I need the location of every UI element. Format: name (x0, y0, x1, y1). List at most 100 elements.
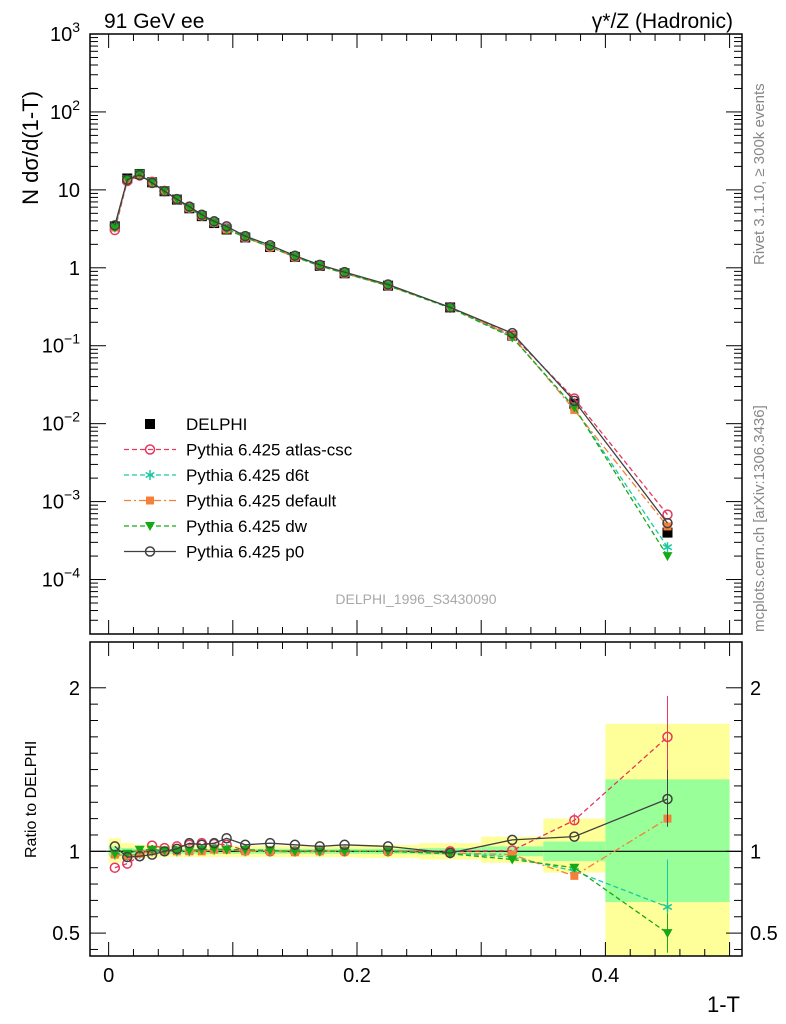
legend-label-pythia-6-425-default: Pythia 6.425 default (186, 492, 337, 511)
main-point-pythia-6-425-p0-0 (109, 220, 121, 231)
main-point-pythia-6-425-p0-9 (221, 221, 232, 232)
legend: DELPHI Pythia 6.425 atlas-csc Pythia 6.425… (124, 415, 353, 562)
analysis-label: DELPHI_1996_S3430090 (335, 591, 496, 607)
main-point-pythia-6-425-p0-3 (146, 177, 158, 189)
ratio-point-pythia-6-425-dw-0 (109, 849, 120, 859)
main-point-pythia-6-425-p0-8 (208, 216, 220, 227)
y-tick-label-ratio-right-2: 2 (750, 678, 761, 700)
ratio-point-pythia-6-425-p0-12 (289, 839, 301, 851)
y-tick-label-main-4: 1 (69, 258, 80, 280)
main-point-pythia-6-425-p0-11 (264, 239, 276, 251)
ratio-point-pythia-6-425-p0-18 (569, 831, 580, 842)
mcplots-label: mcplots.cern.ch [arXiv:1306.3436] (751, 405, 768, 632)
ratio-line-pythia-6-425-atlas-csc (114, 736, 668, 869)
main-point-pythia-6-425-p0-16 (444, 302, 456, 313)
legend-marker-pythia-6-425-default (146, 496, 154, 505)
legend-label-delphi: DELPHI (186, 415, 247, 434)
ratio-point-pythia-6-425-dw-17 (507, 855, 518, 865)
main-line-pythia-6-425-dw (114, 172, 669, 557)
ratio-point-pythia-6-425-dw-1 (122, 849, 133, 859)
main-point-pythia-6-425-default-19 (663, 522, 672, 531)
legend-label-pythia-6-425-d6t: Pythia 6.425 d6t (186, 466, 309, 485)
ratio-series-layer (109, 695, 673, 953)
y-tick-label-ratio-right-1: 1 (750, 841, 761, 863)
main-point-pythia-6-425-p0-7 (196, 209, 208, 220)
ratio-frame (89, 641, 743, 957)
main-point-pythia-6-425-p0-12 (289, 250, 301, 261)
legend-marker-delphi (145, 419, 155, 429)
main-point-pythia-6-425-p0-6 (184, 201, 195, 212)
x-tick-label-0: 0 (103, 965, 114, 987)
main-point-pythia-6-425-p0-1 (122, 174, 133, 185)
legend-label-pythia-6-425-p0: Pythia 6.425 p0 (186, 543, 304, 562)
ratio-line-pythia-6-425-p0 (114, 798, 668, 858)
legend-marker-pythia-6-425-d6t (145, 470, 155, 480)
legend-marker-pythia-6-425-dw (145, 522, 155, 531)
ratio-point-pythia-6-425-p0-10 (239, 839, 251, 851)
ratio-point-pythia-6-425-p0-5 (171, 843, 183, 855)
ratio-point-pythia-6-425-p0-16 (444, 847, 456, 859)
main-point-pythia-6-425-dw-0 (109, 223, 120, 233)
ratio-point-pythia-6-425-dw-2 (134, 845, 145, 855)
y-tick-label-main-7: 103 (50, 19, 80, 46)
main-point-delphi-19 (662, 527, 673, 538)
main-point-pythia-6-425-p0-13 (314, 259, 326, 271)
main-point-pythia-6-425-dw-7 (196, 211, 207, 221)
header-right: γ*/Z (Hadronic) (592, 10, 733, 33)
ratio-point-pythia-6-425-p0-17 (506, 834, 518, 846)
ratio-point-pythia-6-425-p0-3 (146, 849, 158, 860)
y-tick-label-ratio-left-2: 2 (69, 678, 80, 700)
main-series-layer (109, 168, 673, 562)
main-point-pythia-6-425-p0-14 (339, 266, 350, 278)
main-point-pythia-6-425-p0-4 (159, 185, 170, 197)
ratio-point-pythia-6-425-dw-11 (265, 846, 276, 856)
ratio-point-pythia-6-425-p0-1 (122, 851, 133, 863)
legend-label-pythia-6-425-dw: Pythia 6.425 dw (186, 517, 308, 536)
main-point-pythia-6-425-d6t-19 (662, 542, 673, 553)
ratio-point-pythia-6-425-dw-9 (221, 845, 232, 855)
ratio-point-pythia-6-425-p0-4 (159, 846, 170, 857)
y-tick-label-main-0: 10−4 (42, 565, 80, 592)
ratio-point-pythia-6-425-p0-8 (208, 837, 220, 849)
main-point-pythia-6-425-dw-8 (209, 218, 220, 228)
main-point-pythia-6-425-p0-18 (569, 395, 580, 407)
main-point-pythia-6-425-dw-6 (184, 204, 195, 214)
ratio-point-pythia-6-425-p0-6 (184, 837, 195, 849)
x-tick-label-1: 0.2 (343, 965, 371, 987)
legend-marker-pythia-6-425-p0 (144, 546, 156, 557)
axes-layer: 0 0.2 0.4 10−4 10−3 10−2 10−1 1 10 102 103 0.5 0.5 1 1… (42, 19, 778, 987)
main-point-pythia-6-425-p0-15 (382, 279, 394, 290)
main-point-pythia-6-425-p0-2 (134, 169, 145, 181)
rivet-label: Rivet 3.1.10, ≥ 300k events (751, 83, 768, 265)
y-tick-label-ratio-left-0: 0.5 (52, 923, 80, 945)
y-tick-label-main-3: 10−1 (42, 331, 80, 358)
ratio-line-pythia-6-425-default (114, 818, 668, 877)
ratio-point-pythia-6-425-dw-14 (339, 847, 350, 857)
main-point-pythia-6-425-p0-10 (239, 230, 251, 242)
main-ylabel: N dσ/d(1-T) (18, 91, 43, 205)
main-line-pythia-6-425-atlas-csc (114, 174, 669, 516)
ratio-point-pythia-6-425-dw-6 (184, 846, 195, 856)
main-point-pythia-6-425-p0-5 (171, 193, 183, 205)
ratio-point-pythia-6-425-p0-13 (314, 841, 326, 852)
ratio-point-pythia-6-425-atlas-csc-0 (109, 862, 121, 873)
main-point-pythia-6-425-dw-19 (662, 552, 673, 562)
ratio-point-pythia-6-425-dw-12 (289, 847, 300, 857)
legend-label-pythia-6-425-atlas-csc: Pythia 6.425 atlas-csc (186, 441, 353, 460)
y-tick-label-main-5: 10 (58, 180, 80, 202)
main-point-pythia-6-425-dw-18 (569, 403, 580, 413)
ratio-point-pythia-6-425-p0-0 (109, 841, 121, 852)
y-tick-label-main-6: 102 (50, 97, 80, 124)
ratio-point-pythia-6-425-p0-9 (221, 833, 232, 844)
header-left: 91 GeV ee (104, 10, 204, 33)
ratio-xlabel: 1-T (707, 992, 740, 1017)
ratio-point-pythia-6-425-p0-11 (264, 837, 276, 849)
ratio-point-pythia-6-425-default-17 (508, 850, 517, 859)
main-frame (89, 33, 743, 635)
ratio-point-pythia-6-425-p0-14 (339, 839, 350, 851)
y-tick-label-main-2: 10−2 (42, 409, 80, 436)
y-tick-label-ratio-left-1: 1 (69, 841, 80, 863)
main-point-pythia-6-425-atlas-csc-19 (662, 509, 673, 520)
legend-marker-pythia-6-425-atlas-csc (144, 444, 156, 455)
